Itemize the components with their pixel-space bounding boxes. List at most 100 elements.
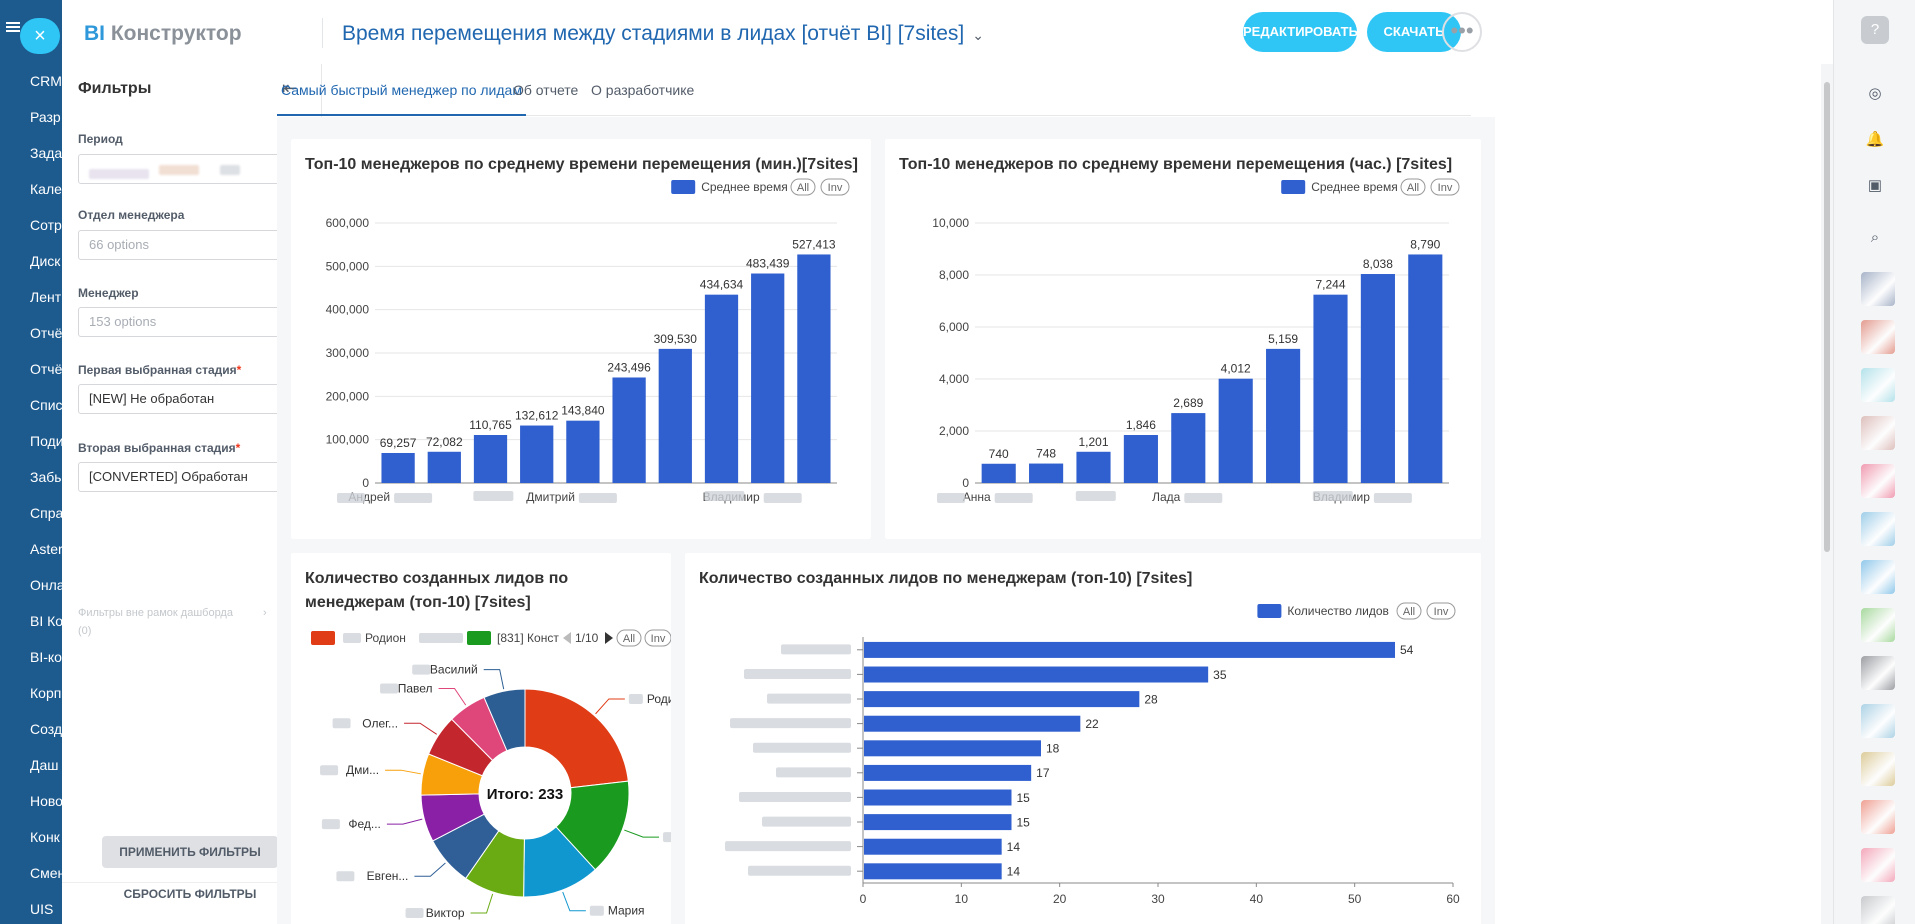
bar[interactable] <box>658 348 692 483</box>
bar[interactable] <box>566 420 600 483</box>
left-menu-item[interactable]: UIS <box>30 901 54 917</box>
bar[interactable] <box>864 789 1012 806</box>
bar[interactable] <box>612 377 646 483</box>
bar[interactable] <box>864 641 1395 658</box>
legend-inv-button[interactable] <box>1430 178 1460 196</box>
left-menu-item[interactable]: Забы <box>30 469 62 485</box>
left-menu-item[interactable]: Отчё <box>30 325 62 341</box>
left-menu-item[interactable]: Поди <box>30 433 62 449</box>
bar[interactable] <box>1171 413 1206 483</box>
bar[interactable] <box>751 273 785 483</box>
period-field[interactable]: ▦ <box>78 154 304 184</box>
legend-inv-button[interactable] <box>820 178 850 196</box>
legend-next-icon[interactable] <box>605 632 613 644</box>
report-title[interactable]: Время перемещения между стадиями в лидах… <box>342 22 984 45</box>
apply-filters-button[interactable]: ПРИМЕНИТЬ ФИЛЬТРЫ <box>102 836 278 868</box>
tab-about-developer[interactable]: О разработчике <box>591 82 695 98</box>
left-menu-item[interactable]: BI-ко <box>30 649 62 665</box>
user-avatar[interactable] <box>1861 752 1895 786</box>
left-menu-item[interactable]: Лент <box>30 289 62 305</box>
bar[interactable] <box>381 452 415 483</box>
user-avatar[interactable] <box>1861 800 1895 834</box>
legend-all-button[interactable] <box>1396 602 1422 620</box>
second-stage-select[interactable]: [CONVERTED] Обработан⌵ <box>78 462 304 492</box>
bar[interactable] <box>797 254 831 483</box>
legend-inv-button[interactable] <box>1426 602 1456 620</box>
bar[interactable] <box>864 666 1209 683</box>
left-menu-item[interactable]: BI Ко <box>30 613 62 629</box>
left-menu-item[interactable]: Конк <box>30 829 60 845</box>
user-avatar[interactable] <box>1861 848 1895 882</box>
more-button[interactable]: ••• <box>1442 12 1482 52</box>
bar[interactable] <box>704 294 739 483</box>
user-avatar[interactable] <box>1861 416 1895 450</box>
legend-all-button[interactable] <box>616 629 642 647</box>
bar[interactable] <box>864 740 1041 757</box>
bar[interactable] <box>981 463 1016 483</box>
left-menu-item[interactable]: Диск <box>30 253 61 269</box>
bar[interactable] <box>864 691 1140 708</box>
user-avatar[interactable] <box>1861 560 1895 594</box>
legend-swatch[interactable] <box>1281 180 1306 194</box>
notification-bell-icon[interactable]: 🔔 <box>1865 131 1885 148</box>
bar[interactable] <box>864 838 1002 855</box>
user-avatar[interactable] <box>1861 272 1895 306</box>
legend-swatch[interactable] <box>467 631 491 645</box>
left-menu-item[interactable]: Ново <box>30 793 62 809</box>
bar[interactable] <box>864 863 1002 880</box>
user-avatar[interactable] <box>1861 704 1895 738</box>
legend-swatch[interactable] <box>1257 604 1282 618</box>
user-avatar[interactable] <box>1861 512 1895 546</box>
left-menu-item[interactable]: Корп <box>30 685 62 701</box>
legend-all-button[interactable] <box>1400 178 1426 196</box>
legend-inv-button[interactable] <box>644 629 671 647</box>
left-menu-item[interactable]: Зада <box>30 145 62 161</box>
bar[interactable] <box>520 425 554 483</box>
tab-about-report[interactable]: Об отчете <box>513 82 579 98</box>
bar[interactable] <box>864 814 1012 831</box>
timeline-icon[interactable]: ◎ <box>1868 85 1882 102</box>
bar[interactable] <box>1313 294 1348 483</box>
left-menu-item[interactable]: Созд <box>30 721 62 737</box>
bar[interactable] <box>427 451 461 483</box>
menu-icon[interactable] <box>6 22 20 32</box>
user-avatar[interactable] <box>1861 320 1895 354</box>
bar[interactable] <box>1218 378 1253 483</box>
bar[interactable] <box>1266 348 1301 483</box>
tab-fastest-manager[interactable]: Самый быстрый менеджер по лидам <box>277 82 526 116</box>
user-avatar[interactable] <box>1861 464 1895 498</box>
left-menu-item[interactable]: Aster <box>30 541 62 557</box>
collapse-panel-icon[interactable]: ⇤ <box>282 78 298 98</box>
scrollbar[interactable] <box>1821 64 1833 924</box>
chevron-down-icon[interactable]: ⌄ <box>972 27 984 43</box>
left-menu-item[interactable]: Онла <box>30 577 62 593</box>
outside-filters[interactable]: Фильтры вне рамок дашборда › (0) <box>78 607 267 637</box>
left-menu-item[interactable]: CRM <box>30 73 62 89</box>
bar[interactable] <box>864 715 1081 732</box>
first-stage-select[interactable]: [NEW] Не обработан⌵ <box>78 384 304 414</box>
left-menu-item[interactable]: Кале <box>30 181 62 197</box>
left-menu-item[interactable]: Сотр <box>30 217 62 233</box>
manager-select[interactable]: 153 options⌵ <box>78 307 304 337</box>
reset-filters-button[interactable]: СБРОСИТЬ ФИЛЬТРЫ <box>123 887 257 901</box>
bar[interactable] <box>864 764 1032 781</box>
bar[interactable] <box>1076 451 1111 483</box>
search-icon[interactable]: ⌕ <box>1870 229 1880 246</box>
left-menu-item[interactable]: Даш <box>30 757 59 773</box>
user-avatar[interactable] <box>1861 608 1895 642</box>
legend-prev-icon[interactable] <box>563 632 571 644</box>
bar[interactable] <box>1360 274 1395 483</box>
bar[interactable] <box>1123 435 1158 483</box>
legend-swatch[interactable] <box>311 631 335 645</box>
close-slider-button[interactable]: × <box>20 18 60 54</box>
user-avatar[interactable] <box>1861 656 1895 690</box>
left-menu-item[interactable]: Спис <box>30 397 62 413</box>
chat-icon[interactable]: ▣ <box>1867 177 1883 194</box>
left-menu-item[interactable]: Спра <box>30 505 62 521</box>
bar[interactable] <box>1029 463 1064 483</box>
left-menu-item[interactable]: Отчё <box>30 361 62 377</box>
bar[interactable] <box>473 435 508 483</box>
legend-swatch[interactable] <box>671 180 696 194</box>
user-avatar[interactable] <box>1861 368 1895 402</box>
edit-button[interactable]: РЕДАКТИРОВАТЬ <box>1243 12 1358 52</box>
